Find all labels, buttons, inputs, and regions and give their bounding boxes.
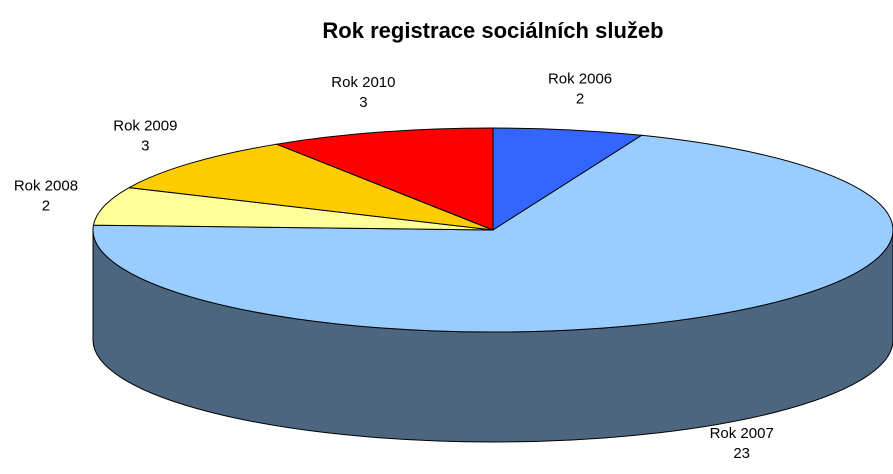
slice-label: Rok 2007 xyxy=(710,425,774,442)
slice-value: 2 xyxy=(576,91,584,108)
slice xyxy=(127,143,494,231)
slice-label: Rok 2009 xyxy=(113,117,177,134)
slice xyxy=(92,187,494,231)
slice-label: Rok 2008 xyxy=(14,177,78,194)
slice-value: 23 xyxy=(733,445,750,462)
slice xyxy=(492,127,644,231)
chart-title: Rok registrace sociálních služeb xyxy=(322,18,663,43)
slice-value: 3 xyxy=(359,94,367,111)
slice-label: Rok 2010 xyxy=(331,74,395,91)
slice xyxy=(274,127,494,231)
slice xyxy=(92,134,893,333)
slice-value: 2 xyxy=(42,197,50,214)
slice-value: 3 xyxy=(141,137,149,154)
slice-label: Rok 2006 xyxy=(548,71,612,88)
